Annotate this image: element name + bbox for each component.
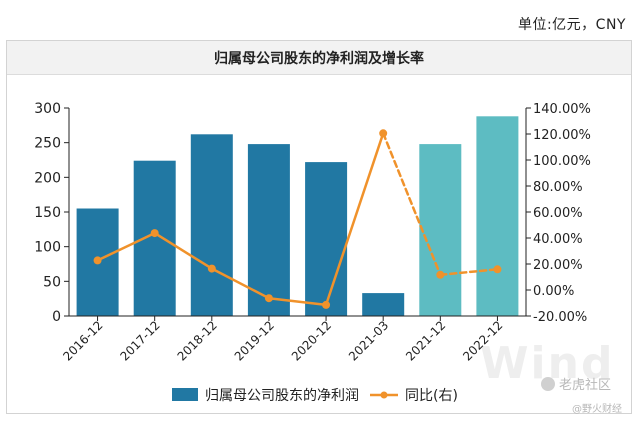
growth-point-2020-12 [322, 300, 331, 309]
bar-2017-12 [133, 160, 176, 316]
left-tick-label: 150 [34, 205, 61, 221]
right-tick-label: 100.00% [533, 154, 591, 169]
right-tick-label: 20.00% [533, 258, 583, 273]
bar-2019-12 [247, 144, 290, 316]
right-tick-label: 0.00% [533, 284, 574, 299]
left-tick-label: 250 [34, 136, 61, 152]
growth-line-segment [153, 231, 214, 270]
growth-point-2018-12 [207, 264, 216, 273]
unit-label: 单位:亿元，CNY [517, 17, 626, 33]
growth-point-2016-12 [93, 256, 102, 265]
right-tick-label: 40.00% [533, 232, 583, 247]
left-tick-label: 200 [34, 170, 61, 186]
growth-line-segment [324, 132, 385, 307]
x-tick-label: 2021-12 [403, 318, 448, 363]
bar-2018-12 [190, 134, 233, 316]
growth-line-segment [439, 268, 499, 277]
author-watermark: @野火财经 [572, 404, 622, 415]
growth-line-segment [96, 231, 156, 262]
bar-2020-12 [305, 162, 348, 316]
growth-point-2017-12 [150, 229, 159, 238]
growth-point-2021-12 [436, 270, 445, 279]
chart-title-bar: 归属母公司股东的净利润及增长率 [7, 41, 631, 75]
growth-point-2021-03 [379, 129, 388, 138]
bar-2021-03 [362, 293, 405, 316]
growth-line-segment [267, 296, 328, 307]
x-tick-label: 2022-12 [460, 318, 505, 363]
right-tick-label: -20.00% [533, 310, 587, 325]
right-tick-label: 120.00% [533, 128, 591, 143]
x-tick-label: 2017-12 [117, 318, 162, 363]
right-tick-label: 140.00% [533, 102, 591, 117]
growth-line-segment [210, 267, 271, 300]
tiger-community-text: 老虎社区 [559, 378, 612, 393]
right-tick-label: 60.00% [533, 206, 583, 221]
x-tick-label: 2018-12 [175, 318, 220, 363]
bar-2021-12 [419, 144, 462, 316]
growth-line-segment [381, 132, 442, 277]
x-tick-label: 2020-12 [289, 318, 334, 363]
x-tick-label: 2019-12 [232, 318, 277, 363]
left-tick-label: 0 [52, 309, 61, 325]
left-tick-label: 50 [43, 274, 61, 290]
tiger-community-watermark: 老虎社区 [541, 374, 611, 393]
right-tick-label: 80.00% [533, 180, 583, 195]
growth-point-2019-12 [264, 294, 273, 303]
tiger-logo-icon [541, 376, 555, 391]
bar-2022-12 [476, 116, 519, 316]
x-tick-label: 2016-12 [60, 318, 105, 363]
x-tick-label: 2021-03 [346, 318, 391, 363]
legend-bar-swatch [172, 388, 198, 401]
chart-title: 归属母公司股东的净利润及增长率 [214, 50, 424, 67]
left-tick-label: 300 [34, 101, 61, 117]
legend-line-label: 同比(右) [405, 388, 458, 404]
left-tick-label: 100 [34, 240, 61, 256]
legend-bar-label: 归属母公司股东的净利润 [205, 387, 359, 404]
legend-line-marker [380, 391, 388, 399]
growth-point-2022-12 [493, 265, 502, 274]
